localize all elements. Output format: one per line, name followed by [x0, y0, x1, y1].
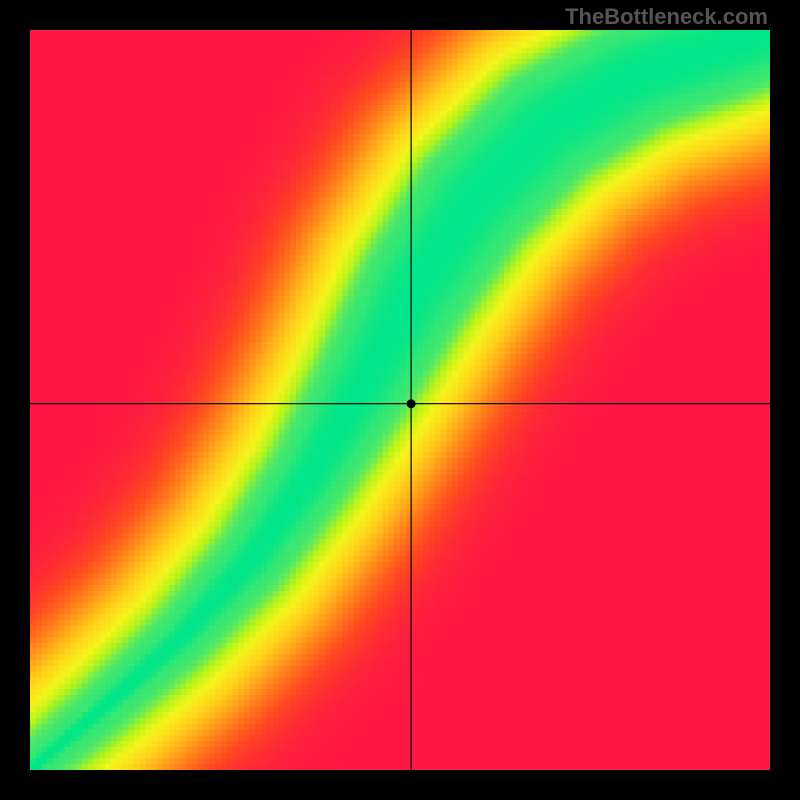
watermark-text: TheBottleneck.com [565, 4, 768, 30]
bottleneck-heatmap [30, 30, 770, 770]
chart-container: TheBottleneck.com [0, 0, 800, 800]
